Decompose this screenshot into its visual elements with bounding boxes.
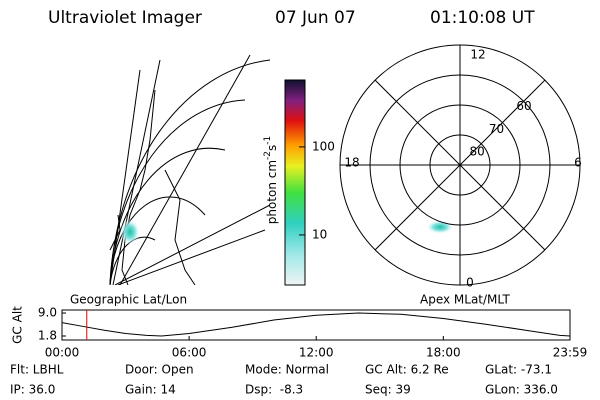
x-tick-label: 18:00 — [426, 346, 461, 360]
info-field: IP: 36.0 — [10, 383, 55, 397]
polar-label: 6 — [574, 156, 582, 170]
polar-ring — [399, 104, 521, 226]
y-axis-label: GC Alt — [11, 306, 25, 344]
info-field: Dsp: -8.3 — [245, 383, 303, 397]
polar-ring — [369, 74, 551, 256]
x-tick-label: 06:00 — [172, 346, 207, 360]
x-tick-label: 12:00 — [299, 346, 334, 360]
x-tick-label: 00:00 — [45, 346, 80, 360]
ring-label: 80 — [469, 145, 484, 159]
timeline-title: Geographic Lat/Lon — [70, 293, 187, 307]
ring-label: 60 — [516, 99, 531, 113]
colorbar-tick-label: 10 — [312, 227, 327, 241]
altitude-curve — [61, 312, 571, 337]
polar-plot — [339, 44, 581, 286]
polar-label: 0 — [466, 276, 474, 290]
info-field: GC Alt: 6.2 Re — [365, 363, 449, 377]
date: 07 Jun 07 — [275, 8, 356, 28]
y-tick-label: 9.0 — [38, 306, 57, 320]
colorbar-tick-label: 100 — [312, 139, 335, 153]
info-field: Flt: LBHL — [10, 363, 64, 377]
x-tick-label: 23:59 — [553, 346, 588, 360]
colorbar — [284, 79, 306, 286]
colorbar-label: photon cm-2s-1 — [263, 136, 279, 225]
time: 01:10:08 UT — [430, 8, 535, 28]
info-field: Seq: 39 — [365, 383, 411, 397]
polar-label: 18 — [344, 156, 359, 170]
map-panel — [109, 54, 271, 285]
title: Ultraviolet Imager — [48, 8, 202, 28]
info-field: Door: Open — [125, 363, 194, 377]
y-tick-label: 1.8 — [38, 329, 57, 343]
polar-label: 12 — [470, 48, 485, 62]
polar-ring — [429, 134, 491, 196]
info-field: Gain: 14 — [125, 383, 176, 397]
info-field: GLon: 336.0 — [485, 383, 558, 397]
info-field: Mode: Normal — [245, 363, 329, 377]
timeline-title: Apex MLat/MLT — [420, 293, 510, 307]
info-field: GLat: -73.1 — [485, 363, 552, 377]
ring-label: 70 — [489, 122, 504, 136]
